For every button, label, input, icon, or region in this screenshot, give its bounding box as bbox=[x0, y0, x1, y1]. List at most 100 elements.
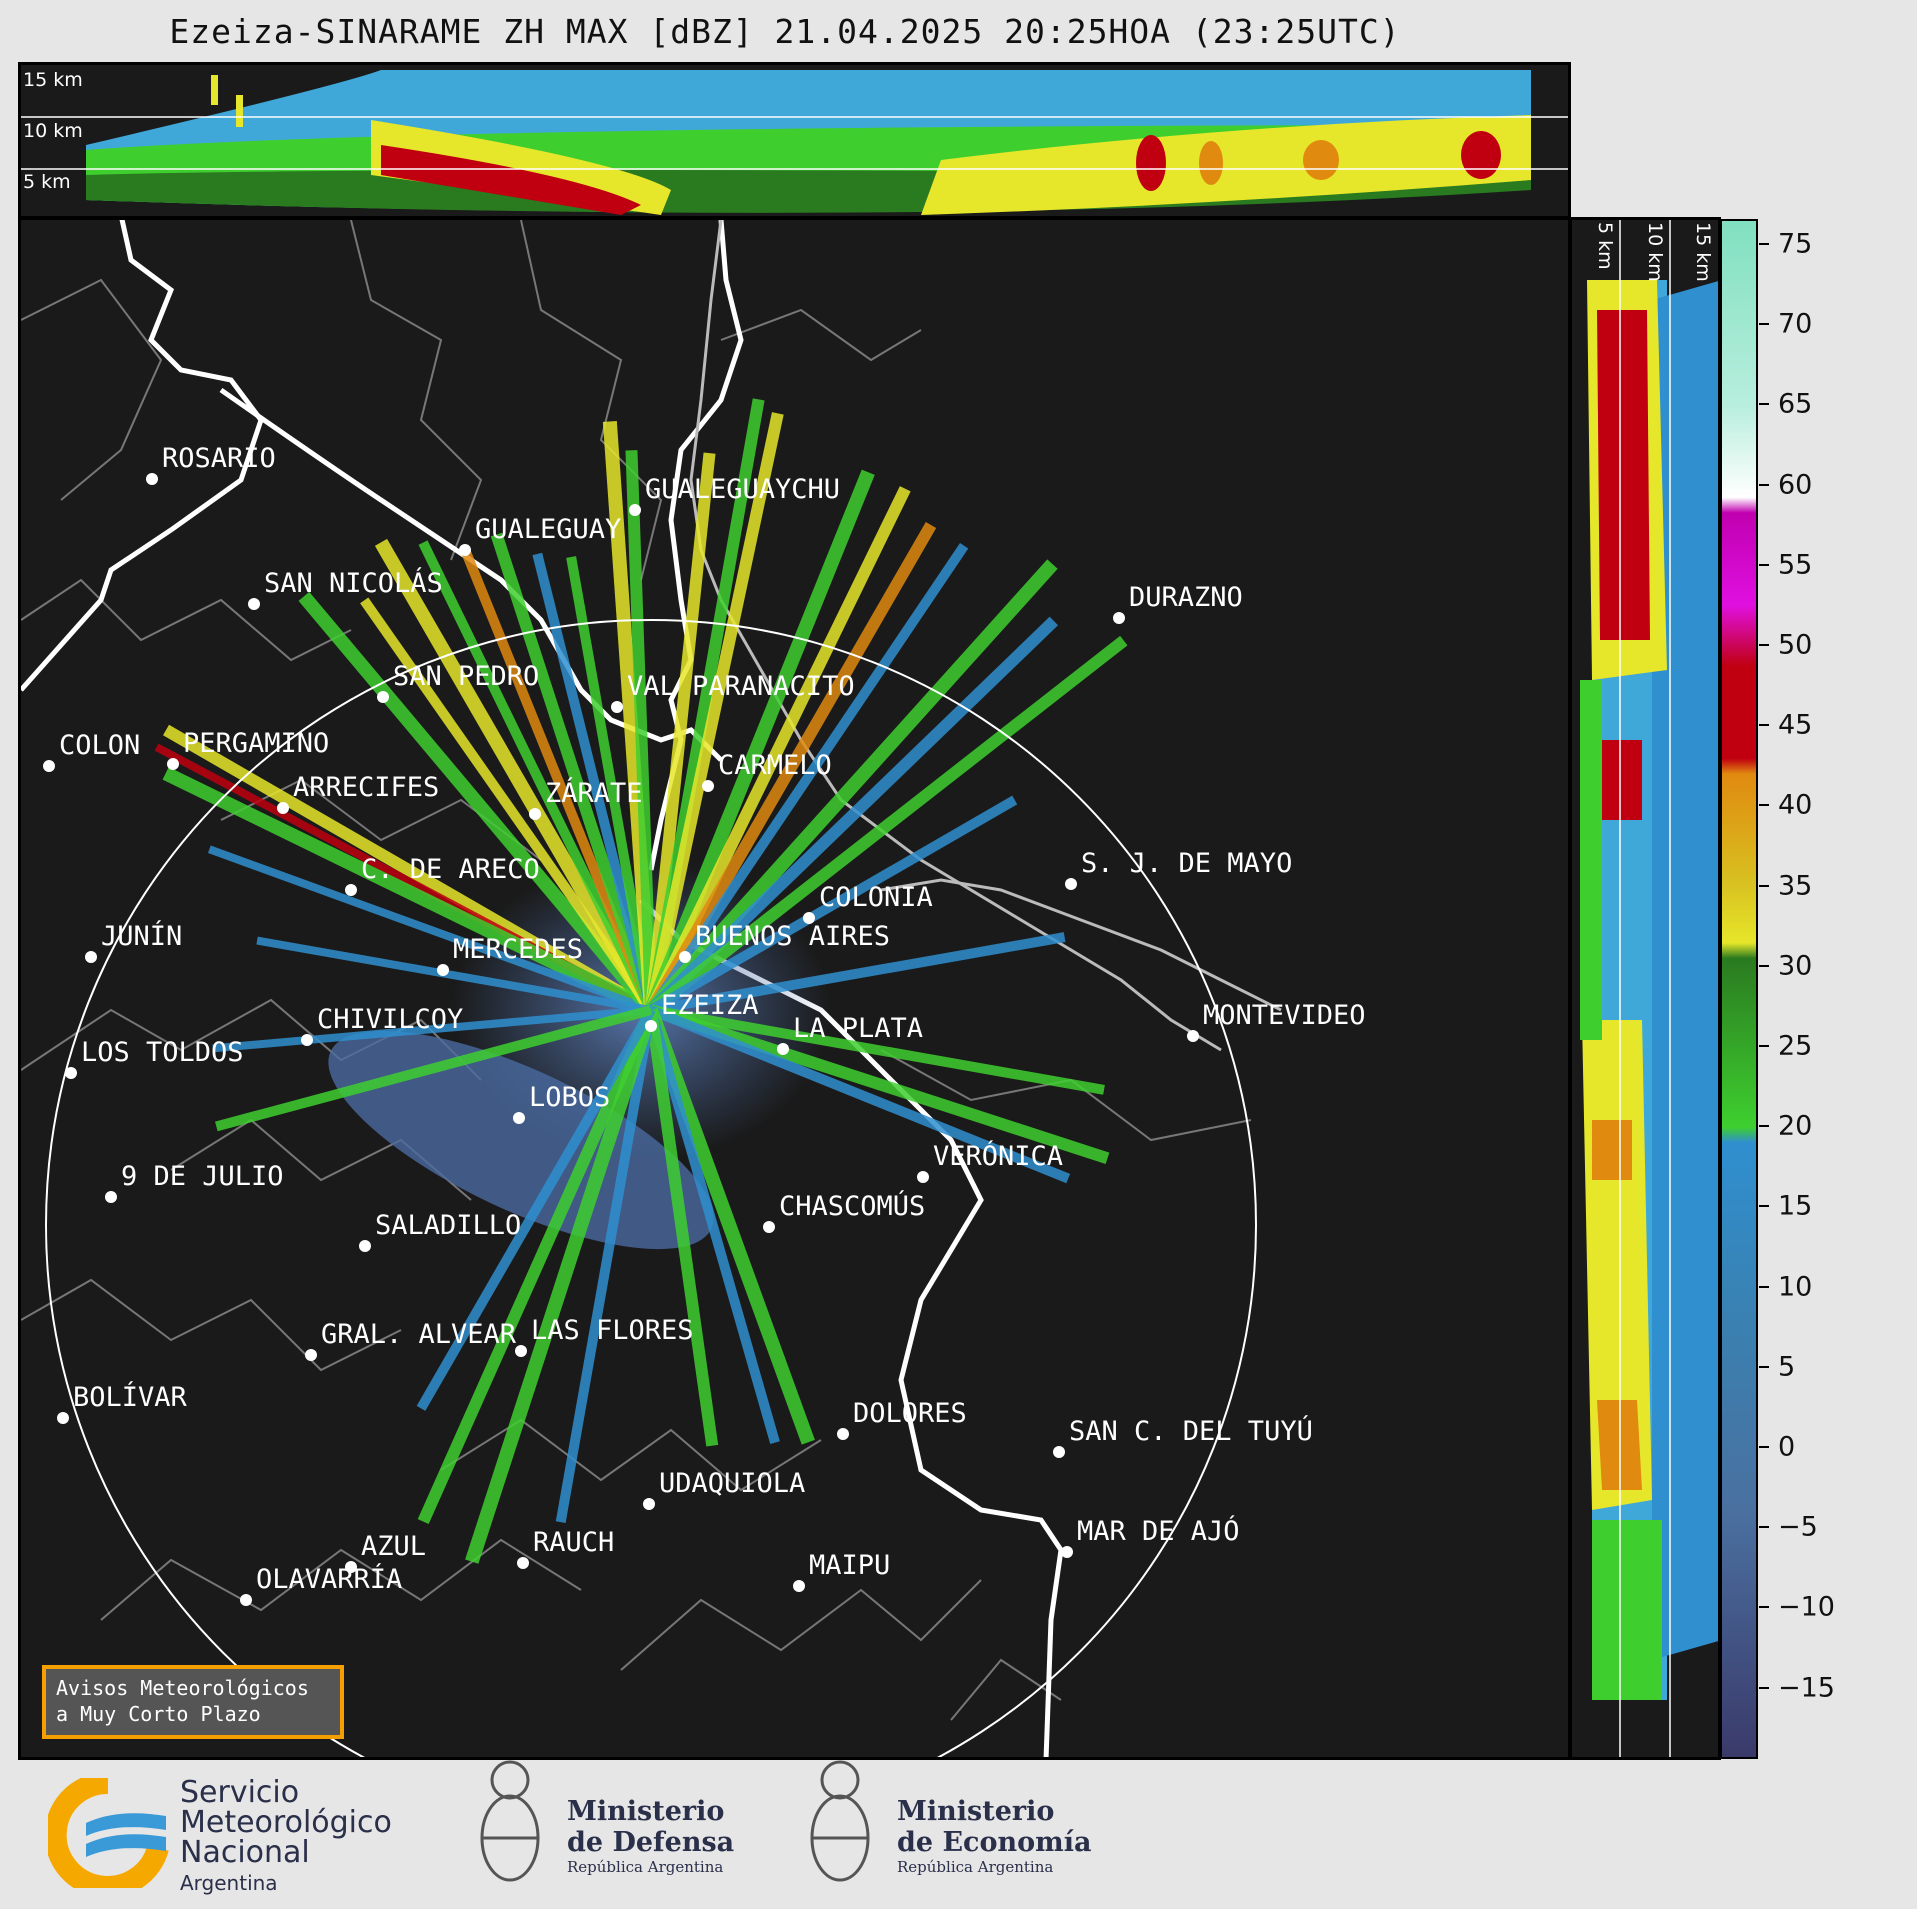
colorbar-tick-mark bbox=[1759, 483, 1769, 486]
city-label: C. DE ARECO bbox=[361, 854, 540, 885]
radar-map: ROSARIO GUALEGUAYCHU GUALEGUAY SAN NICOLÁS D… bbox=[21, 220, 1366, 1757]
height-label-15km: 15 km bbox=[23, 69, 83, 91]
city-label: MAR DE AJÓ bbox=[1077, 1515, 1240, 1547]
city-dot bbox=[1053, 1446, 1065, 1458]
height-label-10km: 10 km bbox=[23, 120, 83, 142]
city-dot bbox=[43, 760, 55, 772]
colorbar-tick-label: 40 bbox=[1778, 789, 1813, 821]
city-dot bbox=[679, 951, 691, 963]
city-dot bbox=[377, 691, 389, 703]
defensa-line1: Ministerio bbox=[567, 1796, 725, 1827]
colorbar-tick-mark bbox=[1759, 644, 1769, 646]
city-dot bbox=[85, 951, 97, 963]
colorbar-tick-mark bbox=[1759, 1446, 1769, 1448]
radar-echo-ray bbox=[374, 538, 658, 1014]
colorbar-tick-mark bbox=[1759, 1686, 1769, 1689]
city-label: SAN C. DEL TUYÚ bbox=[1069, 1415, 1313, 1447]
city-label: BUENOS AIRES bbox=[695, 921, 890, 952]
city-dot bbox=[146, 473, 158, 485]
colorbar-tick-label: 45 bbox=[1778, 709, 1813, 741]
city-label: LOS TOLDOS bbox=[81, 1037, 244, 1068]
city-dot bbox=[359, 1240, 371, 1252]
city-label: SALADILLO bbox=[375, 1210, 521, 1241]
colorbar-tick-mark bbox=[1759, 1606, 1769, 1609]
defensa-line2: de Defensa bbox=[567, 1827, 735, 1858]
radar-echo-ray bbox=[532, 552, 656, 1012]
reflectivity-colorbar bbox=[1720, 219, 1758, 1759]
colorbar-tick-mark bbox=[1759, 1526, 1769, 1529]
radar-echo-ray bbox=[555, 1009, 656, 1523]
avisos-line2: a Muy Corto Plazo bbox=[56, 1702, 261, 1726]
city-dot bbox=[305, 1349, 317, 1361]
city-label: VAL PARANACITO bbox=[627, 671, 855, 702]
colorbar-tick-label: −15 bbox=[1778, 1672, 1835, 1704]
smn-logo-icon bbox=[48, 1778, 169, 1888]
economia-line1: Ministerio bbox=[897, 1796, 1055, 1827]
city-dot bbox=[763, 1221, 775, 1233]
city-dot bbox=[277, 802, 289, 814]
city-dot bbox=[529, 808, 541, 820]
radar-echo-ray bbox=[649, 1005, 1071, 1184]
radar-echo-ray bbox=[465, 1007, 658, 1564]
radar-echo-rays bbox=[154, 398, 1128, 1564]
city-label: CHIVILCOY bbox=[317, 1004, 463, 1035]
city-label: PERGAMINO bbox=[183, 728, 329, 759]
city-label: MAIPU bbox=[809, 1550, 890, 1581]
colorbar-tick-label: 10 bbox=[1778, 1271, 1813, 1303]
radar-echo-ray bbox=[566, 556, 656, 1011]
radar-echo-ray bbox=[644, 469, 875, 1013]
avisos-box[interactable]: Avisos Meteorológicos a Muy Corto Plazo bbox=[42, 1665, 344, 1739]
height-label-5km: 5 km bbox=[23, 171, 71, 193]
city-dot bbox=[702, 780, 714, 792]
city-dot bbox=[345, 884, 357, 896]
economia-line2: de Economía bbox=[897, 1827, 1092, 1858]
radar-echo-ray bbox=[646, 616, 1058, 1015]
city-label: COLONIA bbox=[819, 882, 933, 913]
city-dot bbox=[793, 1580, 805, 1592]
city-dot bbox=[1065, 878, 1077, 890]
radar-echo-ray bbox=[645, 452, 716, 1011]
city-label: MONTEVIDEO bbox=[1203, 1000, 1366, 1031]
colorbar-tick-mark bbox=[1759, 563, 1769, 566]
city-label: GUALEGUAYCHU bbox=[645, 474, 840, 505]
city-label: JUNÍN bbox=[101, 920, 182, 952]
defensa-line3: República Argentina bbox=[567, 1858, 724, 1876]
colorbar-tick-mark bbox=[1759, 323, 1769, 326]
city-dot bbox=[240, 1594, 252, 1606]
city-label: GRAL. ALVEAR bbox=[321, 1319, 517, 1350]
city-label: CARMELO bbox=[718, 750, 832, 781]
radar-echo-ray bbox=[645, 486, 911, 1013]
colorbar-tick-mark bbox=[1759, 1285, 1769, 1288]
colorbar-tick-mark bbox=[1759, 964, 1769, 967]
radar-echo-ray bbox=[212, 1006, 652, 1053]
radar-echo-ray bbox=[625, 450, 657, 1011]
city-dot bbox=[248, 598, 260, 610]
radar-echo-ray bbox=[644, 1007, 815, 1445]
city-label: COLON bbox=[59, 730, 140, 761]
radar-echo-ray bbox=[207, 845, 653, 1014]
colorbar-tick-label: 0 bbox=[1778, 1431, 1796, 1463]
colorbar-tick-label: 30 bbox=[1778, 950, 1813, 982]
city-dot bbox=[517, 1557, 529, 1569]
smn-line3: Nacional bbox=[180, 1835, 310, 1870]
radar-echo-ray bbox=[648, 795, 1018, 1015]
top-cross-section-plot bbox=[21, 70, 1568, 215]
city-dot bbox=[167, 758, 179, 770]
right-cross-section-plot bbox=[1580, 220, 1718, 1757]
radar-echo-ray bbox=[645, 522, 937, 1014]
city-label: ROSARIO bbox=[162, 443, 276, 474]
radar-echo-ray bbox=[256, 936, 652, 1014]
colorbar-tick-label: 75 bbox=[1778, 228, 1813, 260]
city-dot bbox=[105, 1191, 117, 1203]
city-dot bbox=[629, 504, 641, 516]
city-label: MERCEDES bbox=[453, 934, 583, 965]
radar-echo-ray bbox=[417, 1007, 657, 1525]
colorbar-tick-mark bbox=[1759, 724, 1769, 727]
colorbar-tick-label: 55 bbox=[1778, 549, 1813, 581]
city-label: AZUL bbox=[361, 1531, 426, 1562]
city-dot bbox=[513, 1112, 525, 1124]
radar-map-panel: ROSARIO GUALEGUAYCHU GUALEGUAY SAN NICOLÁS D… bbox=[18, 217, 1571, 1760]
smn-line2: Meteorológico bbox=[180, 1805, 392, 1840]
colorbar-tick-mark bbox=[1759, 243, 1769, 245]
city-label: DURAZNO bbox=[1129, 582, 1243, 613]
